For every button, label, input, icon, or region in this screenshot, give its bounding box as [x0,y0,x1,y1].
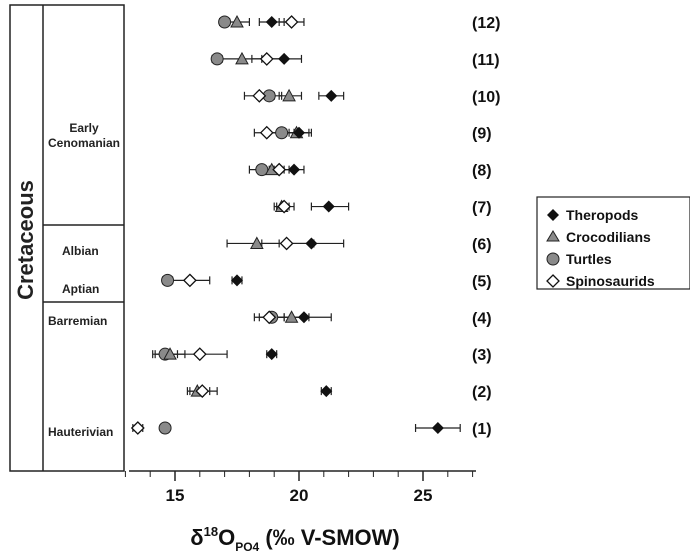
row-labels: (12) (11) (10) (9) (8) (7) (6) (5) (4) (3) (2) (1) [472,15,500,438]
theropods-point [297,311,310,324]
theropods-point [325,89,338,102]
row-label: (2) [472,384,492,401]
theropods-point [288,163,301,176]
theropods-point [265,16,278,28]
crocodilians-point [282,88,296,102]
spinosaurids-point [182,273,197,288]
legend-theropods-icon [547,209,559,221]
crocodilians-point [235,51,249,65]
x-tick-label: 25 [414,486,433,505]
row-label: (1) [472,421,492,438]
row-label: (6) [472,236,492,253]
spinosaurids-point [252,88,267,103]
legend-spinosaurids-label: Spinosaurids [566,273,655,289]
turtles-point [275,126,289,140]
stage-label-barremian: Barremian [48,314,107,328]
theropods-point [431,422,444,434]
turtles-point [218,15,232,29]
x-tick-label: 20 [290,486,309,505]
theropods-point [265,348,278,361]
x-title-sup: 18 [204,524,218,539]
turtles-point [255,163,269,177]
spinosaurids-point [277,199,292,214]
spinosaurids-point [272,162,287,177]
x-axis-title: δ18OPO4 (‰ V-SMOW) [190,524,400,553]
spinosaurids-point [259,125,274,140]
legend-turtles-label: Turtles [566,251,612,267]
row-label: (12) [472,15,500,32]
legend-turtles-icon [546,252,560,266]
theropods-point [320,385,333,398]
theropods-point [278,52,291,65]
row-label: (7) [472,200,492,217]
spinosaurids-point [192,347,207,362]
strat-column: Cretaceous Early Cenomanian Albian Aptia… [9,4,125,472]
spinosaurids-point [284,15,299,29]
theropods-point [322,200,335,213]
period-label: Cretaceous [13,180,38,300]
crocodilians-point [163,347,177,360]
crocodilians-point [284,310,299,323]
legend-crocodilians-label: Crocodilians [566,229,651,245]
x-minor-ticks [124,471,474,481]
spinosaurids-point [259,51,274,66]
x-title-unit: (‰ V-SMOW) [259,525,400,550]
stage-label-cenomanian: Cenomanian [48,136,120,150]
stage-label-albian: Albian [62,244,99,258]
row-label: (3) [472,347,492,364]
x-axis: 15 20 25 δ18OPO4 (‰ V-SMOW) [124,470,476,553]
row-label: (11) [472,52,500,69]
spinosaurids-point [279,236,294,251]
theropods-point [231,274,243,287]
crocodilians-point [249,236,264,249]
spinosaurids-point [262,310,277,325]
data-marks [130,14,461,435]
turtles-point [161,273,175,287]
theropods-point [293,126,305,139]
legend: Theropods Crocodilians Turtles Spinosaur… [536,196,690,290]
row-label: (9) [472,126,492,143]
x-tick-label: 15 [166,486,185,505]
stage-label-early: Early [69,121,99,135]
theropods-point [305,237,318,250]
stage-label-aptian: Aptian [62,282,99,296]
legend-box [536,196,690,290]
row-label: (5) [472,273,492,290]
row-label: (4) [472,310,492,327]
row-label: (10) [472,89,500,106]
x-title-sub: PO4 [235,540,259,553]
turtles-point [210,52,224,66]
turtles-point [158,421,172,435]
stage-label-hauterivian: Hauterivian [48,425,113,439]
x-title-delta: δ [190,525,203,550]
spinosaurids-point [130,421,145,435]
crocodilians-point [230,14,244,28]
legend-spinosaurids-icon [546,274,560,288]
x-title-o: O [218,525,235,550]
spinosaurids-point [195,384,210,399]
legend-theropods-label: Theropods [566,207,639,223]
row-label: (8) [472,163,492,180]
legend-crocodilians-icon [546,230,560,242]
